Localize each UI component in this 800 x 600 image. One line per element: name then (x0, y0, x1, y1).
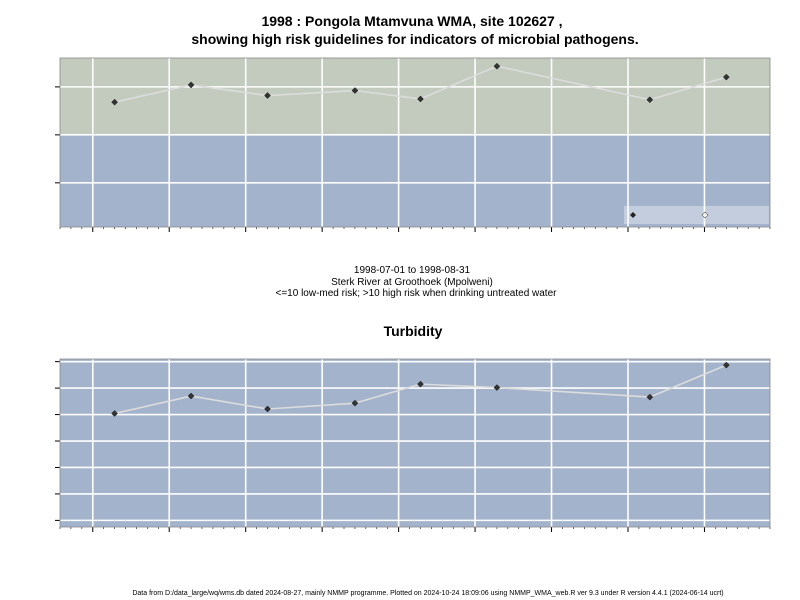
data-point (351, 87, 359, 94)
high-risk-band (60, 58, 770, 135)
series-line (114, 65, 727, 103)
data-point (264, 92, 271, 99)
chart1-title-line2: showing high risk guidelines for indicat… (191, 31, 638, 47)
data-point (111, 410, 118, 417)
plot-background (60, 359, 770, 527)
chart1-title-line1: 1998 : Pongola Mtamvuna WMA, site 102627… (261, 13, 562, 29)
legend-box (624, 206, 769, 224)
footer-text: Data from D:/data_large/wq/wms.db dated … (132, 590, 723, 597)
plot-frame (59, 358, 771, 528)
data-point (493, 384, 501, 391)
data-point (351, 399, 359, 407)
data-point (493, 62, 501, 70)
data-point (187, 81, 195, 89)
turbidity-chart (55, 358, 771, 532)
site-name-text: Sterk River at Groothoek (Mpolweni) (331, 277, 493, 288)
legend-marker-ecoli (630, 212, 636, 218)
data-point (722, 361, 730, 369)
data-point (646, 393, 654, 401)
legend-marker-faecal (701, 211, 709, 219)
risk-note-text: <=10 low-med risk; >10 high risk when dr… (276, 288, 558, 299)
data-point (187, 392, 195, 400)
data-point (264, 405, 271, 413)
data-point (646, 96, 654, 104)
data-point (111, 98, 118, 106)
data-point (417, 380, 424, 388)
bacteria-chart (55, 57, 771, 232)
series-line (114, 364, 727, 415)
low-risk-band (60, 134, 770, 227)
chart2-title: Turbidity (384, 323, 443, 339)
data-point (417, 95, 424, 103)
date-range-text: 1998-07-01 to 1998-08-31 (354, 265, 471, 276)
plot-frame (59, 57, 771, 228)
data-point (722, 73, 730, 81)
